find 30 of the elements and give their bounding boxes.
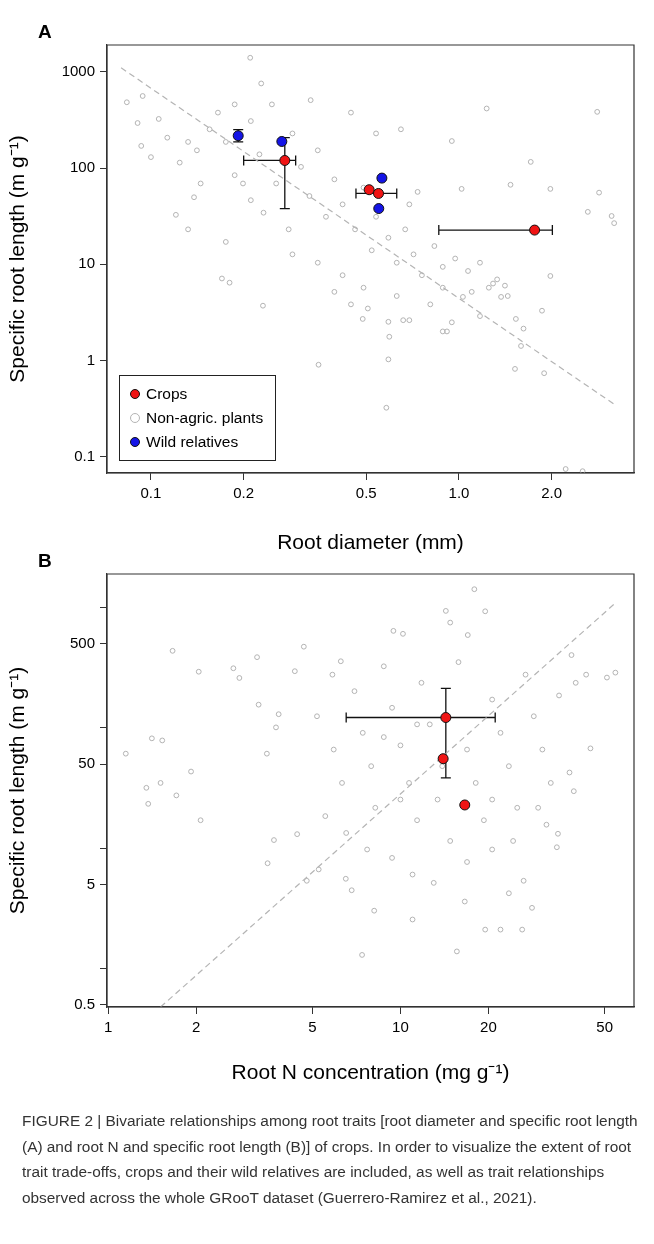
chart-title: B (38, 550, 52, 572)
y-tick-label: 500 (69, 633, 95, 651)
y-tick-label: 5 (86, 874, 95, 892)
x-tick-label: 0.2 (233, 484, 255, 502)
y-tick-label: 1 (86, 350, 95, 368)
legend-label: Crops (146, 385, 188, 403)
x-axis-title: Root diameter (mm) (277, 530, 464, 554)
y-tick-label: 100 (69, 158, 95, 176)
x-tick-label: 1.0 (448, 484, 470, 502)
x-axis-title: Root N concentration (mg g⁻¹) (231, 1060, 510, 1084)
x-tick-label: 2 (192, 1018, 201, 1036)
chart-title: A (38, 21, 52, 43)
y-axis-title: Specific root length (m g⁻¹) (5, 135, 29, 383)
y-tick-label: 1000 (61, 61, 95, 79)
x-tick-label: 0.1 (140, 484, 162, 502)
legend-label: Non-agric. plants (146, 409, 264, 427)
legend-label: Wild relatives (146, 433, 239, 451)
y-tick-label: 0.5 (74, 995, 95, 1013)
y-tick-label: 0.1 (74, 447, 95, 465)
x-tick-label: 0.5 (355, 484, 377, 502)
y-tick-label: 10 (78, 254, 95, 272)
caption: FIGURE 2 | Bivariate relationships among root traits [root diameter and specific root length (A) and root N and specific root length (B)] of crops. In order to visualize the extent of root trait trade-offs, crops and their wild relatives are included, as well as trait relationships observed across the whole GRooT dataset (Guerrero-Ramirez et al., 2021). (22, 1111, 639, 1208)
x-tick-label: 20 (480, 1018, 497, 1036)
x-tick-label: 50 (596, 1018, 614, 1036)
y-axis-title: Specific root length (m g⁻¹) (5, 666, 29, 915)
y-tick-label: 50 (78, 754, 95, 772)
x-tick-label: 10 (392, 1018, 409, 1036)
x-tick-label: 1 (104, 1018, 113, 1036)
x-tick-label: 5 (308, 1018, 317, 1036)
x-tick-label: 2.0 (541, 484, 563, 502)
